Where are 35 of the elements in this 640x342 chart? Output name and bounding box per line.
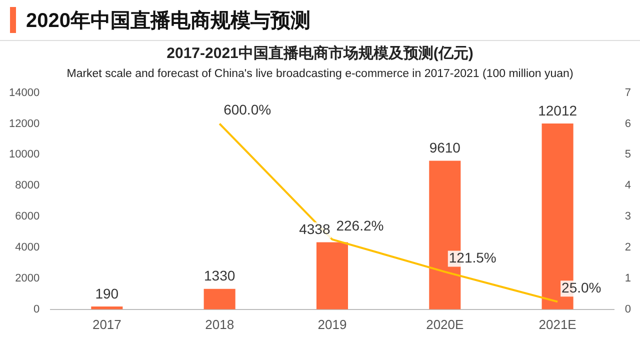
y-tick-label: 8000 [15, 180, 40, 192]
chart-title: 2017-2021中国直播电商市场规模及预测(亿元) [166, 44, 474, 62]
x-tick-label: 2019 [318, 316, 347, 332]
y-tick-label: 6000 [15, 210, 40, 223]
y-tick-label: 14000 [8, 86, 40, 99]
data-label: 1330 [204, 268, 236, 284]
y2-tick-label: 6 [624, 118, 632, 130]
y-tick-label: 10000 [8, 148, 40, 161]
y-tick-label: 0 [33, 303, 40, 316]
y-tick-label: 4000 [15, 242, 40, 254]
x-tick-label: 2020E [426, 316, 464, 332]
data-label: 25.0% [562, 280, 602, 296]
data-label: 9610 [429, 140, 461, 156]
data-label: 226.2% [336, 217, 384, 234]
y2-tick-label: 3 [624, 210, 632, 223]
bar [204, 288, 236, 310]
data-label: 4338 [299, 221, 330, 238]
y2-tick-label: 0 [624, 303, 632, 316]
data-label: 121.5% [448, 250, 496, 266]
x-tick-label: 2017 [92, 316, 122, 332]
y2-tick-label: 5 [624, 148, 632, 161]
data-label: 190 [95, 285, 119, 302]
bar [316, 242, 348, 310]
y2-tick-label: 1 [624, 272, 632, 284]
y2-tick-label: 2 [624, 242, 632, 254]
chart-subtitle: Market scale and forecast of China's live broadcasting e-commerce in 2017-2021 (100 million yuan) [66, 68, 574, 80]
y2-tick-label: 7 [624, 86, 632, 99]
y2-tick-label: 4 [624, 180, 632, 192]
data-label: 12012 [538, 102, 578, 118]
text: 2020年中国直播电商规模与预测 [26, 8, 310, 34]
y-tick-label: 12000 [8, 118, 40, 130]
y-tick-label: 2000 [15, 272, 40, 284]
data-label: 600.0% [224, 102, 272, 118]
x-tick-label: 2021E [538, 316, 577, 332]
x-tick-label: 2018 [205, 316, 234, 332]
